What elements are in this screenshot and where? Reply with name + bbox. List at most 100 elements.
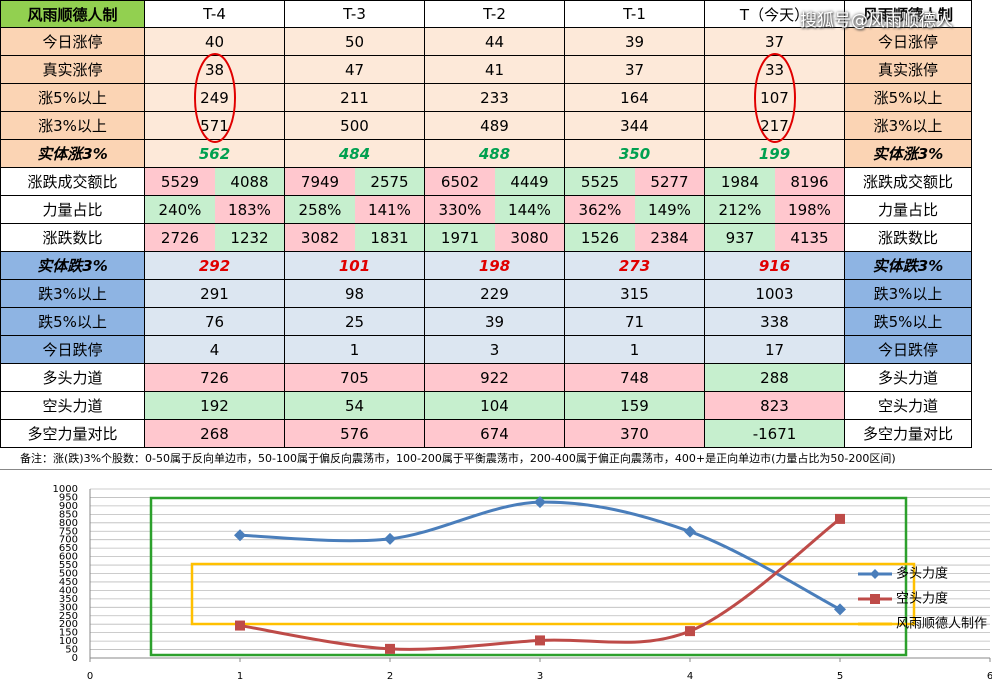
row-label: 涨跌数比 [845, 224, 972, 252]
value-cell: 233 [425, 84, 565, 112]
row-label: 多空力量对比 [845, 420, 972, 448]
row-label: 涨跌成交额比 [0, 168, 145, 196]
value-cell: 1971 [425, 224, 495, 252]
y-tick-label: 150 [59, 628, 78, 639]
y-tick-label: 400 [59, 585, 78, 596]
value-cell: 4449 [495, 168, 565, 196]
value-cell: 44 [425, 28, 565, 56]
value-cell: 101 [285, 252, 425, 280]
value-cell: 916 [705, 252, 845, 280]
value-cell: 149% [635, 196, 705, 224]
value-cell: 1232 [215, 224, 285, 252]
value-cell: 489 [425, 112, 565, 140]
value-cell: 4 [145, 336, 285, 364]
point [834, 603, 846, 616]
value-cell: 3 [425, 336, 565, 364]
y-tick-label: 550 [59, 560, 78, 571]
value-cell: 249 [145, 84, 285, 112]
value-cell: 7949 [285, 168, 355, 196]
legend-marker [870, 594, 880, 604]
legend-label: 风雨顺德人制作 [896, 617, 987, 632]
row-label: 真实涨停 [0, 56, 145, 84]
y-tick-label: 0 [72, 653, 78, 664]
value-cell: 25 [285, 308, 425, 336]
value-cell: 159 [565, 392, 705, 420]
row-label: 实体跌3% [0, 252, 145, 280]
value-cell: 292 [145, 252, 285, 280]
value-cell: 39 [565, 28, 705, 56]
y-tick-label: 600 [59, 552, 78, 563]
value-cell: 8196 [775, 168, 845, 196]
header-cell: T-3 [285, 0, 425, 28]
value-cell: 240% [145, 196, 215, 224]
header-cell: T-1 [565, 0, 705, 28]
row-label: 跌3%以上 [0, 280, 145, 308]
point [234, 529, 246, 542]
value-cell: 258% [285, 196, 355, 224]
row-label: 多头力道 [0, 364, 145, 392]
x-tick-label: 0 [87, 671, 93, 682]
value-cell: 273 [565, 252, 705, 280]
point [684, 525, 696, 538]
value-cell: 144% [495, 196, 565, 224]
row-label: 真实涨停 [845, 56, 972, 84]
y-tick-label: 950 [59, 492, 78, 503]
value-cell: 107 [705, 84, 845, 112]
value-cell: 315 [565, 280, 705, 308]
value-cell: 41 [425, 56, 565, 84]
value-cell: 40 [145, 28, 285, 56]
row-label: 涨5%以上 [0, 84, 145, 112]
row-label: 涨3%以上 [0, 112, 145, 140]
row-label: 多空力量对比 [0, 420, 145, 448]
y-tick-label: 700 [59, 535, 78, 546]
header-cell: T（今天） [705, 0, 845, 28]
chart: 0501001502002503003504004505005506006507… [53, 484, 992, 682]
value-cell: 1003 [705, 280, 845, 308]
point [235, 620, 245, 631]
legend-label: 多头力度 [896, 566, 948, 582]
legend-marker [870, 569, 880, 579]
y-tick-label: 750 [59, 526, 78, 537]
x-tick-label: 1 [237, 671, 243, 682]
value-cell: 488 [425, 140, 565, 168]
row-label: 空头力道 [0, 392, 145, 420]
header-cell: T-4 [145, 0, 285, 28]
row-label: 涨5%以上 [845, 84, 972, 112]
value-cell: -1671 [705, 420, 845, 448]
row-label: 力量占比 [845, 196, 972, 224]
row-label: 今日跌停 [845, 336, 972, 364]
value-cell: 37 [705, 28, 845, 56]
value-cell: 2726 [145, 224, 215, 252]
row-label: 实体跌3% [845, 252, 972, 280]
row-label: 跌3%以上 [845, 280, 972, 308]
value-cell: 748 [565, 364, 705, 392]
value-cell: 192 [145, 392, 285, 420]
row-label: 跌5%以上 [0, 308, 145, 336]
point [835, 513, 845, 524]
x-tick-label: 5 [837, 671, 843, 682]
y-tick-label: 500 [59, 569, 78, 580]
series-line [239, 517, 841, 651]
value-cell: 344 [565, 112, 705, 140]
value-cell: 4135 [775, 224, 845, 252]
point [534, 496, 546, 509]
point [385, 643, 395, 654]
value-cell: 211 [285, 84, 425, 112]
row-label: 涨跌成交额比 [845, 168, 972, 196]
value-cell: 500 [285, 112, 425, 140]
value-cell: 571 [145, 112, 285, 140]
value-cell: 3082 [285, 224, 355, 252]
value-cell: 76 [145, 308, 285, 336]
value-cell: 6502 [425, 168, 495, 196]
header-cell: 风雨顺德人制 [845, 0, 972, 28]
value-cell: 71 [565, 308, 705, 336]
value-cell: 1 [565, 336, 705, 364]
header-cell: T-2 [425, 0, 565, 28]
row-label: 多头力道 [845, 364, 972, 392]
value-cell: 33 [705, 56, 845, 84]
row-label: 今日涨停 [845, 28, 972, 56]
row-label: 实体涨3% [0, 140, 145, 168]
value-cell: 199 [705, 140, 845, 168]
y-tick-label: 350 [59, 594, 78, 605]
